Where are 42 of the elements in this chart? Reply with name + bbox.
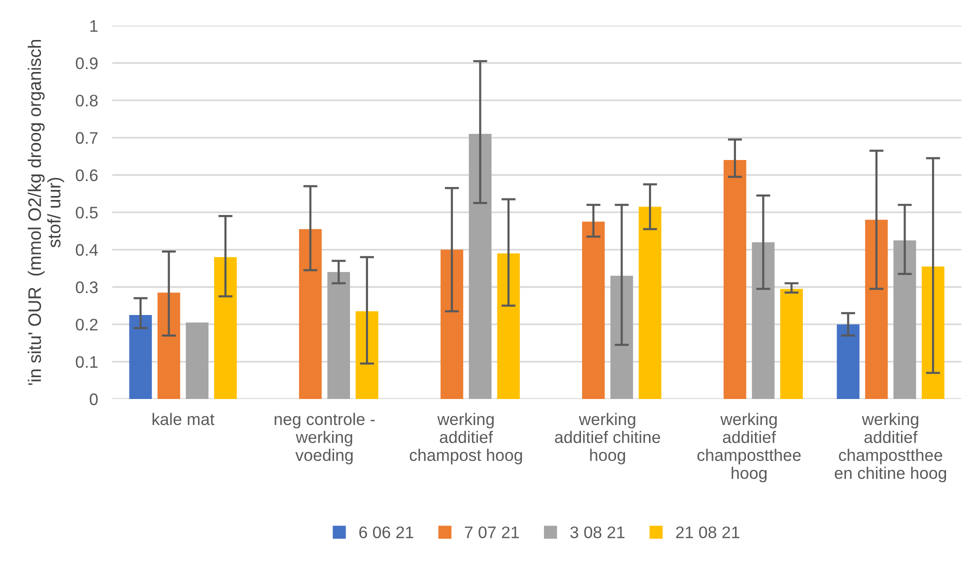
- legend-label: 3 08 21: [570, 526, 624, 538]
- bar: [327, 272, 350, 399]
- y-tick-label: 0.9: [76, 57, 98, 70]
- y-tick-label: 0.4: [76, 244, 98, 256]
- y-tick-label: 1: [90, 20, 98, 32]
- bar: [893, 240, 916, 399]
- bar: [724, 160, 746, 399]
- y-tick-label: 0.8: [76, 94, 98, 107]
- bar: [582, 222, 605, 399]
- bar: [780, 288, 803, 399]
- y-tick-label: 0.2: [76, 318, 98, 331]
- y-tick-label: 0.3: [76, 281, 98, 294]
- bar: [497, 253, 520, 399]
- y-axis-title: 'in situ' OUR (mmol O2/kg droog organisch stof/ uur): [28, 40, 64, 385]
- bar: [356, 311, 378, 399]
- x-tick-label: werking additief champostthee hoog: [697, 412, 801, 482]
- y-tick-label: 0.6: [76, 169, 98, 182]
- bar: [186, 322, 208, 399]
- bar: [299, 229, 322, 399]
- bar: [129, 314, 152, 399]
- y-tick-label: 0.7: [76, 132, 98, 144]
- x-tick-label: kale mat: [152, 412, 214, 426]
- legend-label: 7 07 21: [464, 526, 519, 538]
- x-tick-label: neg controle - werking voeding: [274, 412, 375, 464]
- x-tick-label: werking additief chitine hoog: [554, 412, 660, 464]
- bar: [158, 292, 180, 399]
- bar: [610, 276, 634, 399]
- x-tick-label: werking additief champost hoog: [410, 412, 522, 464]
- bar: [638, 206, 662, 399]
- bar: [922, 266, 944, 399]
- legend-label: 21 08 21: [676, 526, 740, 538]
- y-tick-label: 0.1: [76, 356, 98, 368]
- bar: [214, 257, 237, 399]
- bar: [752, 242, 775, 399]
- y-tick-label: 0: [90, 393, 98, 406]
- bar: [836, 324, 860, 399]
- bar: [468, 134, 492, 399]
- x-tick-label: werking additief champostthee en chitine hoog: [834, 412, 946, 482]
- bar: [865, 220, 888, 399]
- y-tick-label: 0.5: [76, 206, 98, 219]
- legend-label: 6 06 21: [359, 526, 414, 538]
- bar: [440, 250, 464, 399]
